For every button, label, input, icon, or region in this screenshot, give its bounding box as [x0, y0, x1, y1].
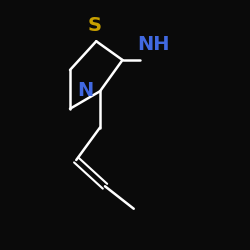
- Text: S: S: [88, 16, 102, 35]
- Text: N: N: [78, 80, 94, 100]
- Text: NH: NH: [138, 35, 170, 54]
